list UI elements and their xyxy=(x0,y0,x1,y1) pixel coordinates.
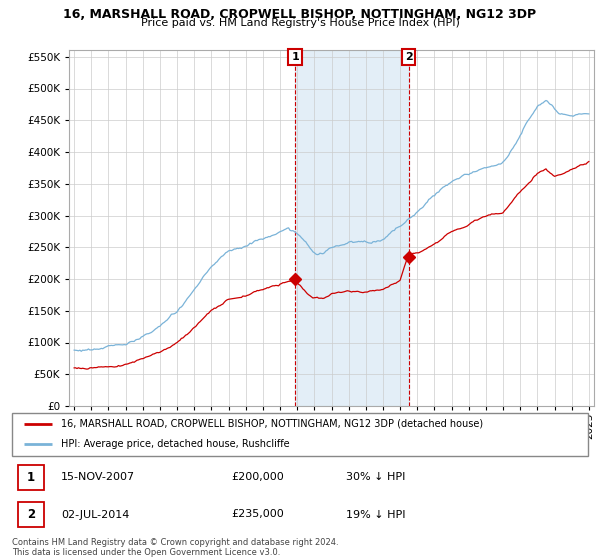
Text: HPI: Average price, detached house, Rushcliffe: HPI: Average price, detached house, Rush… xyxy=(61,439,290,449)
Text: 1: 1 xyxy=(291,52,299,62)
FancyBboxPatch shape xyxy=(18,465,44,489)
Text: £235,000: £235,000 xyxy=(231,510,284,520)
Bar xyxy=(295,50,409,406)
Text: 15-NOV-2007: 15-NOV-2007 xyxy=(61,473,135,482)
Text: 30% ↓ HPI: 30% ↓ HPI xyxy=(346,473,406,482)
Text: 16, MARSHALL ROAD, CROPWELL BISHOP, NOTTINGHAM, NG12 3DP: 16, MARSHALL ROAD, CROPWELL BISHOP, NOTT… xyxy=(64,8,536,21)
Text: 2: 2 xyxy=(405,52,413,62)
Text: 02-JUL-2014: 02-JUL-2014 xyxy=(61,510,130,520)
Text: Price paid vs. HM Land Registry's House Price Index (HPI): Price paid vs. HM Land Registry's House … xyxy=(140,18,460,29)
FancyBboxPatch shape xyxy=(18,502,44,527)
Text: 1: 1 xyxy=(26,471,35,484)
Text: 16, MARSHALL ROAD, CROPWELL BISHOP, NOTTINGHAM, NG12 3DP (detached house): 16, MARSHALL ROAD, CROPWELL BISHOP, NOTT… xyxy=(61,419,483,428)
Text: 19% ↓ HPI: 19% ↓ HPI xyxy=(346,510,406,520)
FancyBboxPatch shape xyxy=(12,413,588,456)
Text: Contains HM Land Registry data © Crown copyright and database right 2024.
This d: Contains HM Land Registry data © Crown c… xyxy=(12,538,338,557)
Text: 2: 2 xyxy=(26,508,35,521)
Text: £200,000: £200,000 xyxy=(231,473,284,482)
